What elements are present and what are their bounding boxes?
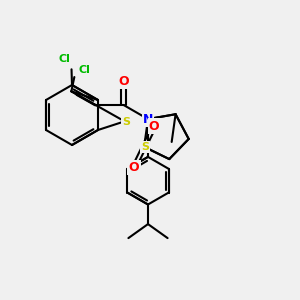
Text: Cl: Cl bbox=[58, 54, 70, 64]
Text: Cl: Cl bbox=[78, 65, 90, 75]
Text: O: O bbox=[149, 120, 160, 133]
Text: N: N bbox=[143, 112, 153, 126]
Text: S: S bbox=[141, 142, 149, 152]
Text: O: O bbox=[118, 75, 129, 88]
Text: O: O bbox=[129, 161, 139, 174]
Text: S: S bbox=[123, 117, 130, 127]
